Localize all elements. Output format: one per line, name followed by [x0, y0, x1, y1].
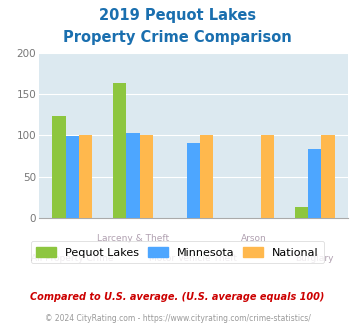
Text: Compared to U.S. average. (U.S. average equals 100): Compared to U.S. average. (U.S. average …: [30, 292, 325, 302]
Bar: [79, 135, 92, 218]
Bar: [113, 83, 126, 218]
Legend: Pequot Lakes, Minnesota, National: Pequot Lakes, Minnesota, National: [31, 241, 324, 263]
Text: Burglary: Burglary: [295, 254, 334, 263]
Text: All Property Crime: All Property Crime: [31, 254, 114, 263]
Bar: [53, 116, 66, 218]
Bar: [187, 143, 200, 218]
Bar: [321, 135, 334, 218]
Bar: [140, 135, 153, 218]
Bar: [261, 135, 274, 218]
Text: © 2024 CityRating.com - https://www.cityrating.com/crime-statistics/: © 2024 CityRating.com - https://www.city…: [45, 314, 310, 323]
Bar: [295, 207, 308, 218]
Bar: [308, 148, 321, 218]
Bar: [126, 133, 140, 218]
Text: Motor Vehicle Theft: Motor Vehicle Theft: [149, 254, 237, 263]
Text: Arson: Arson: [241, 234, 267, 243]
Bar: [66, 136, 79, 218]
Bar: [200, 135, 213, 218]
Text: 2019 Pequot Lakes: 2019 Pequot Lakes: [99, 8, 256, 23]
Text: Larceny & Theft: Larceny & Theft: [97, 234, 169, 243]
Text: Property Crime Comparison: Property Crime Comparison: [63, 30, 292, 45]
